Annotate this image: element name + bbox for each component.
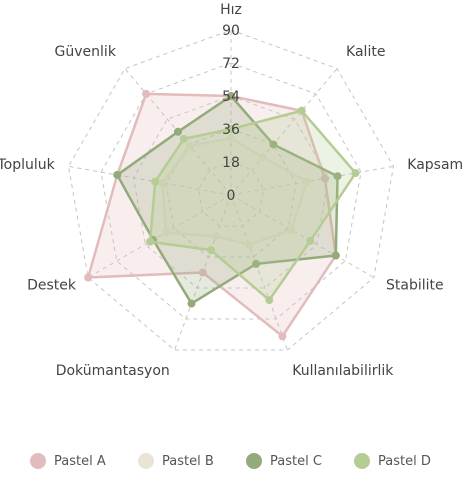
axis-label-h-z: Hız xyxy=(220,2,242,18)
series-layer xyxy=(84,89,360,341)
data-point[interactable] xyxy=(198,268,207,277)
axis-label-destek: Destek xyxy=(27,278,77,294)
tick-label: 72 xyxy=(222,56,240,72)
data-point[interactable] xyxy=(252,259,261,268)
data-point[interactable] xyxy=(320,174,329,183)
data-point[interactable] xyxy=(142,89,151,98)
tick-label: 36 xyxy=(222,122,240,138)
axis-label-stabilite: Stabilite xyxy=(386,278,444,294)
tick-labels: 0 18 36 54 72 90 xyxy=(222,23,240,204)
axis-label-kapsam: Kapsam xyxy=(407,157,463,173)
grid-ring xyxy=(197,161,265,227)
legend-item-pastel-a[interactable]: Pastel A xyxy=(30,448,106,474)
tick-label: 54 xyxy=(222,89,240,105)
data-point[interactable] xyxy=(278,332,287,341)
data-point[interactable] xyxy=(306,236,315,245)
data-point[interactable] xyxy=(227,125,235,133)
data-point[interactable] xyxy=(187,299,196,308)
legend-swatch xyxy=(246,453,262,469)
legend-swatch xyxy=(354,453,370,469)
series-area xyxy=(148,109,357,302)
data-point[interactable] xyxy=(206,246,215,255)
legend-label: Pastel B xyxy=(162,453,214,469)
radar-grid xyxy=(67,29,395,351)
axis-label-dok-mantasyon: Dokümantasyon xyxy=(56,363,170,379)
data-point[interactable] xyxy=(151,177,160,186)
data-point[interactable] xyxy=(351,169,360,178)
series-pastel-c xyxy=(113,92,342,308)
legend-swatch xyxy=(138,453,154,469)
grid-ring xyxy=(132,95,330,289)
axis-label-kalite: Kalite xyxy=(346,44,385,60)
data-point[interactable] xyxy=(258,153,267,162)
grid-spoke xyxy=(230,194,288,351)
data-point[interactable] xyxy=(265,296,274,305)
tick-label: 18 xyxy=(222,155,240,171)
data-point[interactable] xyxy=(245,240,254,249)
data-point[interactable] xyxy=(333,172,342,181)
data-point[interactable] xyxy=(331,251,340,260)
series-pastel-b xyxy=(158,134,311,249)
data-point[interactable] xyxy=(269,140,278,149)
data-point[interactable] xyxy=(287,225,296,234)
legend-swatch xyxy=(30,453,46,469)
data-point[interactable] xyxy=(302,177,311,186)
data-point[interactable] xyxy=(185,141,194,150)
series-area xyxy=(116,94,339,305)
grid-spoke xyxy=(230,165,394,196)
radar-chart: Hız Kalite Kapsam Stabilite Kullanılabilirli… xyxy=(0,2,463,379)
legend-label: Pastel C xyxy=(270,453,322,469)
series-area xyxy=(161,136,309,247)
data-point[interactable] xyxy=(146,237,155,246)
grid-ring xyxy=(67,29,395,351)
axis-label-topluluk: Topluluk xyxy=(0,157,56,173)
grid-spoke xyxy=(230,194,375,278)
axis-label-g-venlik: Güvenlik xyxy=(55,44,117,60)
axis-labels: Hız Kalite Kapsam Stabilite Kullanılabilirli… xyxy=(0,2,463,379)
data-point[interactable] xyxy=(297,106,306,115)
data-point[interactable] xyxy=(161,228,170,237)
data-point[interactable] xyxy=(179,134,188,143)
legend-label: Pastel A xyxy=(54,453,106,469)
data-point[interactable] xyxy=(211,232,220,241)
tick-label: 0 xyxy=(227,188,236,204)
grid-spoke xyxy=(87,194,232,278)
legend-item-pastel-c[interactable]: Pastel C xyxy=(246,448,322,474)
data-point[interactable] xyxy=(173,127,182,136)
series-pastel-d xyxy=(146,106,360,305)
tick-label: 90 xyxy=(222,23,240,39)
data-point[interactable] xyxy=(227,92,235,100)
legend-item-pastel-d[interactable]: Pastel D xyxy=(354,448,431,474)
grid-spoke xyxy=(68,165,232,196)
series-area xyxy=(86,92,338,338)
legend-item-pastel-b[interactable]: Pastel B xyxy=(138,448,214,474)
grid-spoke xyxy=(230,68,338,196)
data-point[interactable] xyxy=(227,134,235,143)
legend-label: Pastel D xyxy=(378,453,431,469)
data-point[interactable] xyxy=(113,170,122,179)
axis-label-kullan-labilirlik: Kullanılabilirlik xyxy=(292,363,394,379)
legend: Pastel A Pastel B Pastel C Pastel D xyxy=(0,448,472,474)
data-point[interactable] xyxy=(84,273,93,282)
